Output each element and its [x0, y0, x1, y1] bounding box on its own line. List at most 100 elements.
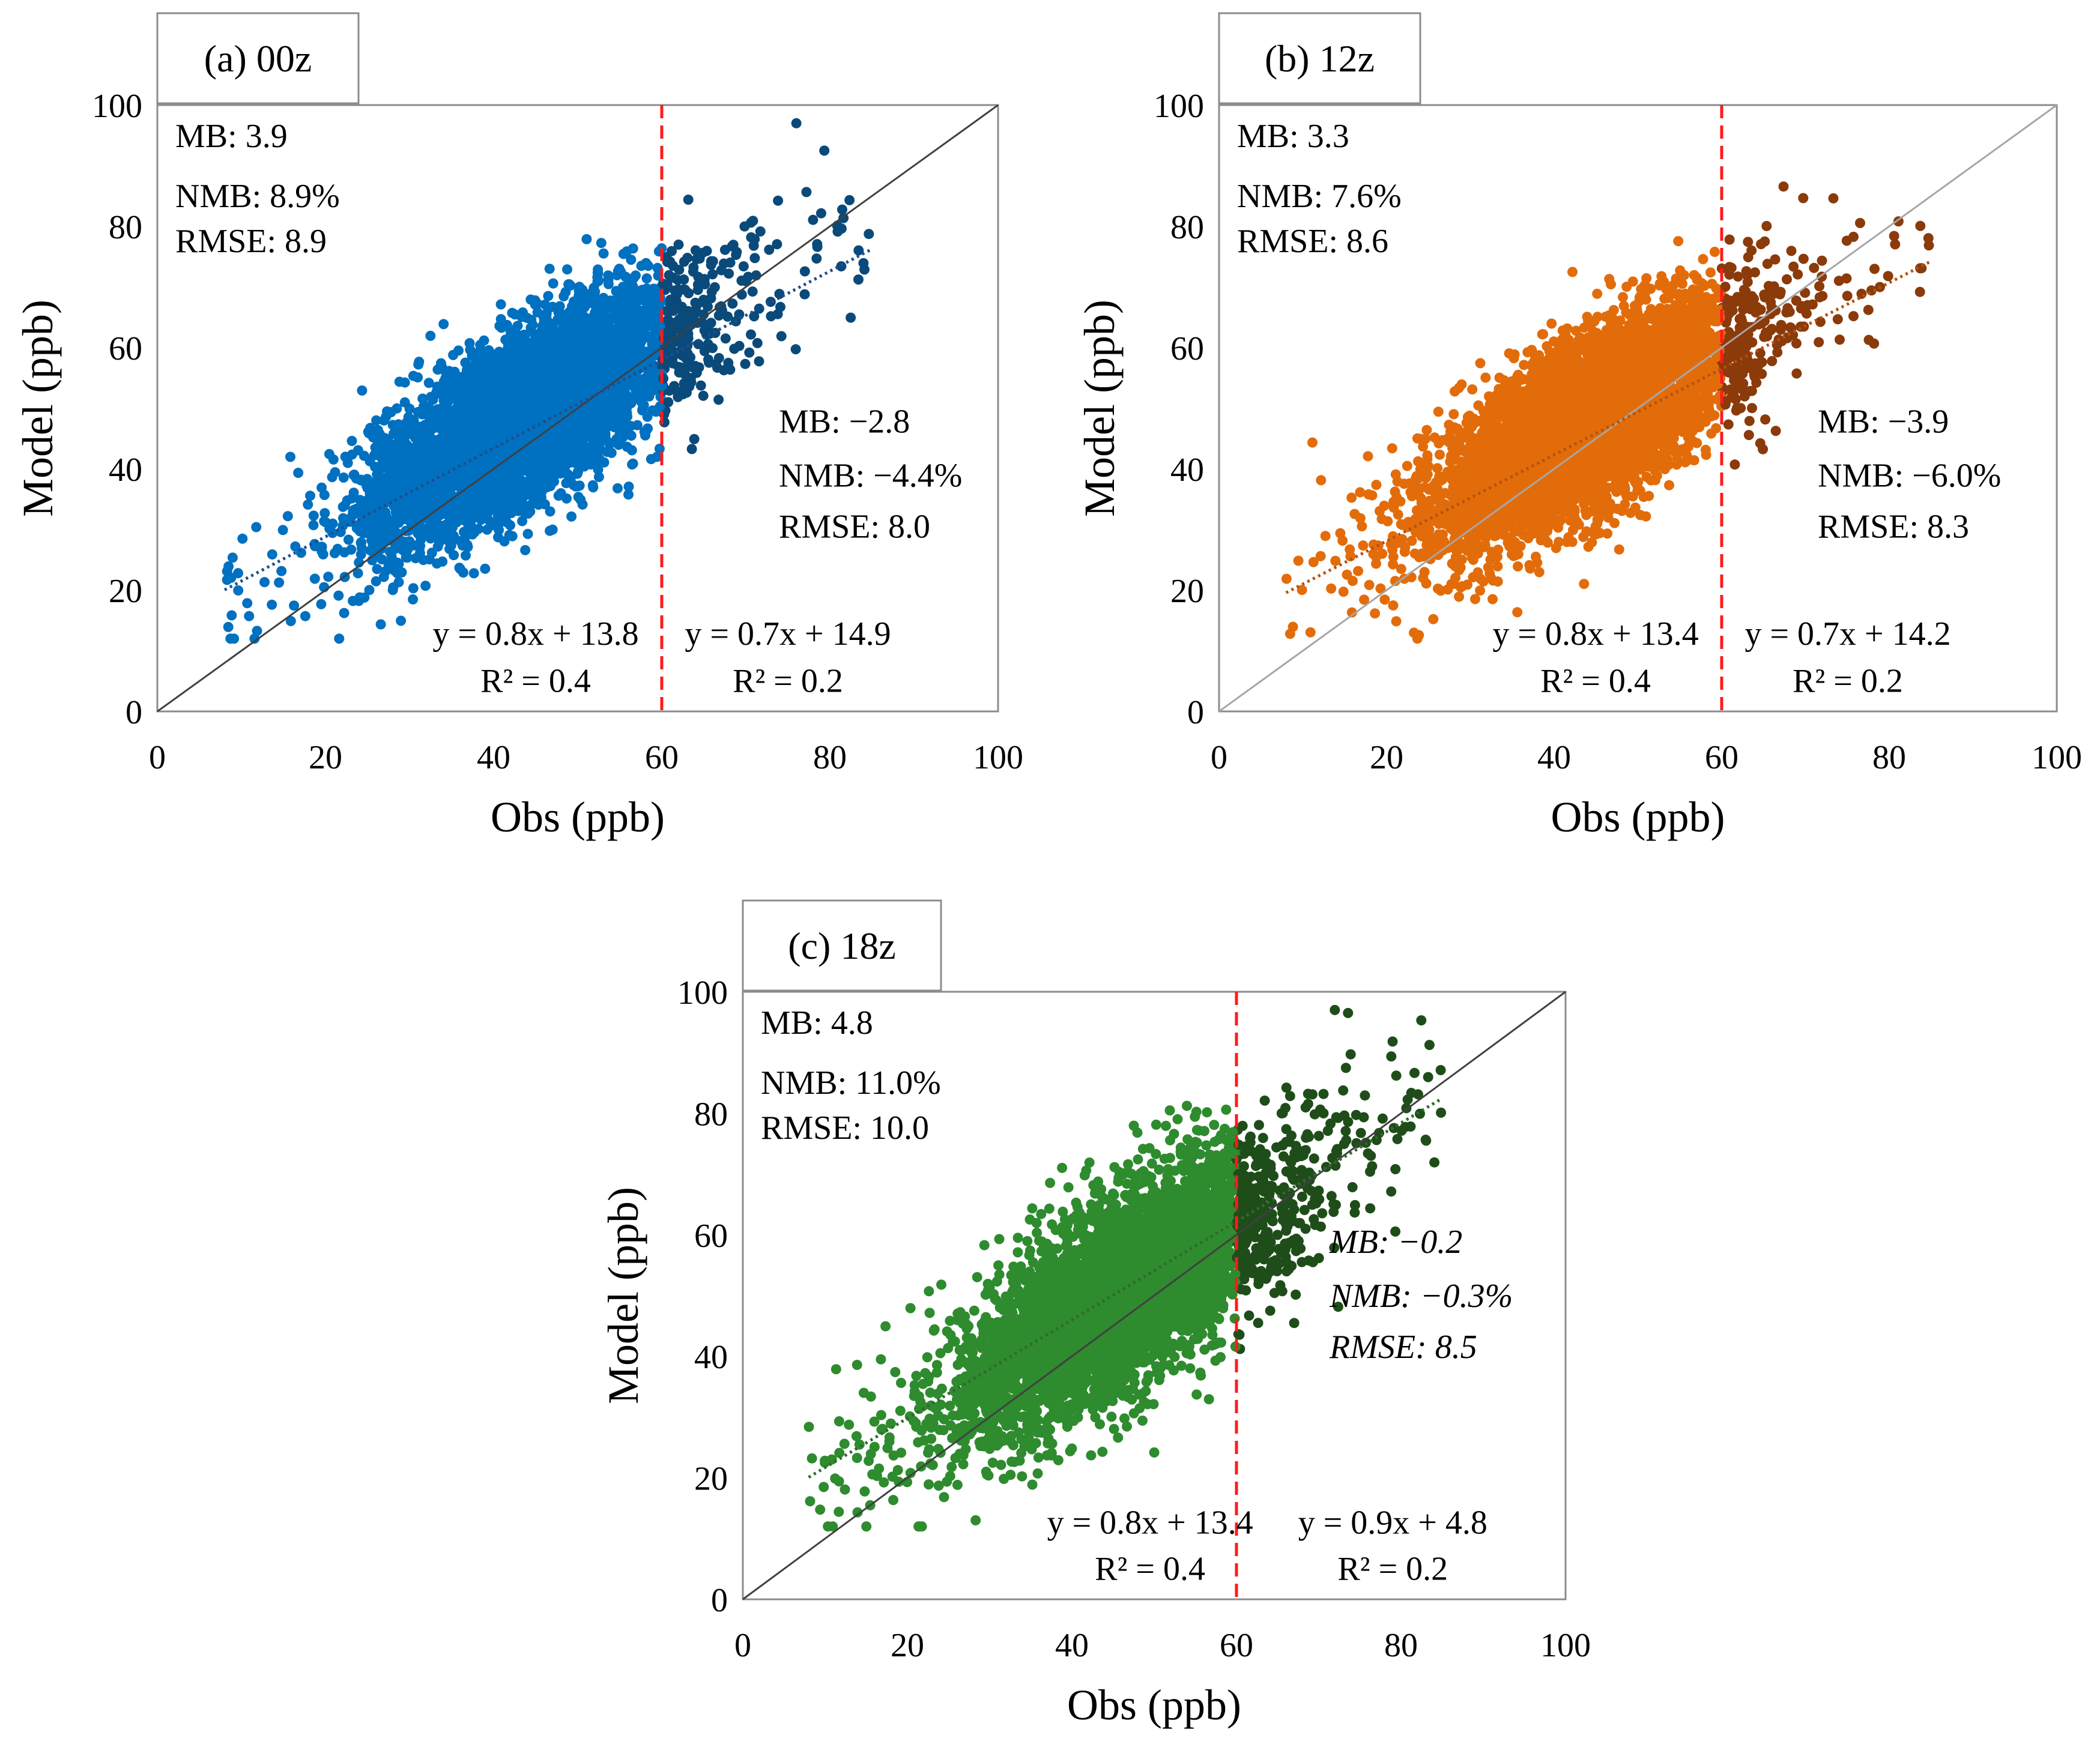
- data-point: [547, 301, 558, 312]
- data-point: [468, 568, 479, 579]
- data-point: [251, 522, 262, 533]
- data-point: [348, 487, 359, 498]
- data-point: [695, 380, 706, 391]
- data-point: [706, 318, 716, 328]
- data-point: [492, 511, 503, 522]
- data-point: [461, 365, 472, 376]
- data-point: [495, 299, 506, 310]
- data-point: [482, 373, 493, 384]
- data-point: [749, 253, 760, 264]
- data-point: [242, 598, 253, 609]
- data-point: [689, 433, 700, 444]
- data-point: [628, 273, 639, 283]
- data-point: [548, 278, 558, 289]
- data-point: [396, 615, 407, 626]
- data-point: [582, 291, 593, 302]
- data-point: [343, 534, 354, 545]
- data-point: [606, 330, 617, 340]
- data-point: [328, 454, 339, 465]
- data-point: [526, 315, 537, 325]
- data-point: [346, 436, 357, 446]
- data-point: [504, 508, 515, 519]
- data-point: [799, 266, 810, 277]
- data-point: [303, 499, 313, 510]
- data-point: [372, 424, 383, 435]
- data-point: [846, 312, 856, 323]
- data-point: [223, 561, 234, 572]
- data-point: [371, 539, 381, 550]
- data-point: [227, 552, 238, 563]
- data-point: [694, 362, 704, 373]
- data-point: [531, 376, 542, 387]
- data-point: [773, 195, 784, 206]
- data-point: [819, 145, 830, 156]
- data-point: [655, 321, 665, 331]
- data-point: [720, 333, 731, 344]
- data-point: [392, 568, 402, 578]
- data-point: [626, 255, 637, 265]
- data-point: [560, 287, 571, 297]
- data-point: [627, 459, 638, 470]
- data-point: [544, 264, 555, 274]
- data-point: [713, 394, 724, 405]
- data-point: [308, 510, 319, 521]
- data-point: [649, 283, 659, 294]
- data-point: [346, 449, 357, 460]
- data-point: [378, 498, 389, 508]
- data-point: [432, 485, 443, 495]
- data-point: [267, 549, 277, 560]
- data-point: [649, 295, 660, 306]
- data-point: [587, 480, 598, 490]
- data-point: [332, 543, 343, 554]
- data-point: [438, 402, 449, 412]
- plot-area-frame: [156, 104, 999, 713]
- data-point: [370, 442, 381, 453]
- data-point: [626, 445, 637, 456]
- data-point: [399, 397, 410, 408]
- data-point: [424, 554, 435, 565]
- data-point: [327, 518, 338, 529]
- data-point: [408, 475, 419, 486]
- data-point: [461, 550, 471, 561]
- data-point: [836, 223, 847, 234]
- data-point: [382, 406, 392, 417]
- data-point: [520, 545, 531, 555]
- data-point: [683, 195, 694, 205]
- data-point: [384, 520, 395, 530]
- data-point: [774, 289, 785, 300]
- data-point: [613, 393, 623, 403]
- data-point: [623, 481, 634, 492]
- data-point: [393, 577, 404, 588]
- data-point: [686, 444, 697, 454]
- data-point: [416, 534, 426, 545]
- data-point: [722, 311, 733, 322]
- data-point: [682, 253, 693, 263]
- data-point: [667, 246, 677, 256]
- data-point: [748, 240, 759, 251]
- data-point: [276, 566, 287, 576]
- data-point: [466, 527, 477, 538]
- data-point: [510, 461, 521, 472]
- data-point: [746, 217, 757, 228]
- data-point: [801, 187, 812, 198]
- data-point: [372, 564, 383, 575]
- data-point: [746, 329, 756, 340]
- data-point: [282, 511, 293, 522]
- data-point: [425, 533, 436, 544]
- data-point: [731, 247, 742, 258]
- data-point: [516, 312, 527, 322]
- data-point: [670, 285, 680, 296]
- data-point: [640, 430, 650, 441]
- data-point: [628, 243, 638, 254]
- data-point: [692, 285, 703, 295]
- data-point: [674, 367, 685, 378]
- data-point: [457, 540, 468, 551]
- data-point: [727, 298, 738, 309]
- data-point: [815, 208, 826, 219]
- data-point: [501, 517, 512, 528]
- data-point: [485, 517, 496, 528]
- data-point: [277, 525, 288, 536]
- data-point: [616, 267, 626, 277]
- data-point: [594, 313, 605, 324]
